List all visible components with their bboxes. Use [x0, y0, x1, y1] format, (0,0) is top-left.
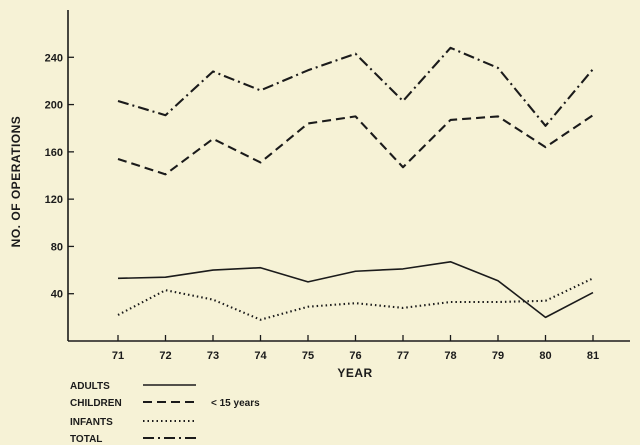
- x-tick-label: 80: [539, 350, 551, 362]
- x-tick-label: 72: [159, 350, 171, 362]
- legend-label-children: CHILDREN: [70, 398, 122, 409]
- x-tick-label: 79: [492, 350, 504, 362]
- x-tick-label: 78: [444, 350, 456, 362]
- series-line-infants: [117, 277, 594, 321]
- series-line-total: [117, 46, 594, 127]
- y-tick-label: 240: [45, 52, 63, 64]
- x-tick-label: 71: [112, 350, 124, 362]
- legend: ADULTS CHILDREN INFANTS TOTAL: [70, 381, 196, 445]
- y-tick-label: 160: [45, 147, 63, 159]
- x-tick-label: 73: [207, 350, 219, 362]
- y-ticks: 40 80 120 160 200 240: [45, 52, 74, 301]
- legend-label-total: TOTAL: [70, 434, 102, 445]
- x-axis-label: YEAR: [337, 366, 372, 380]
- legend-annotation: < 15 years: [211, 398, 260, 409]
- y-tick-label: 120: [45, 194, 63, 206]
- x-tick-label: 76: [349, 350, 361, 362]
- series-lines: [117, 46, 594, 321]
- y-axis-label: NO. OF OPERATIONS: [9, 116, 23, 248]
- x-tick-label: 74: [254, 350, 267, 362]
- legend-label-adults: ADULTS: [70, 381, 110, 392]
- series-line-children: [117, 114, 594, 176]
- y-tick-label: 40: [51, 289, 63, 301]
- y-tick-label: 200: [45, 100, 63, 112]
- x-tick-label: 77: [397, 350, 409, 362]
- x-tick-label: 81: [587, 350, 599, 362]
- series-line-adults: [117, 260, 594, 319]
- y-tick-label: 80: [51, 241, 63, 253]
- axes: [67, 10, 630, 342]
- legend-label-infants: INFANTS: [70, 417, 113, 428]
- x-tick-label: 75: [302, 350, 314, 362]
- x-ticks: 71 72 73 74 75 76 77 78 79 80 81: [112, 335, 599, 362]
